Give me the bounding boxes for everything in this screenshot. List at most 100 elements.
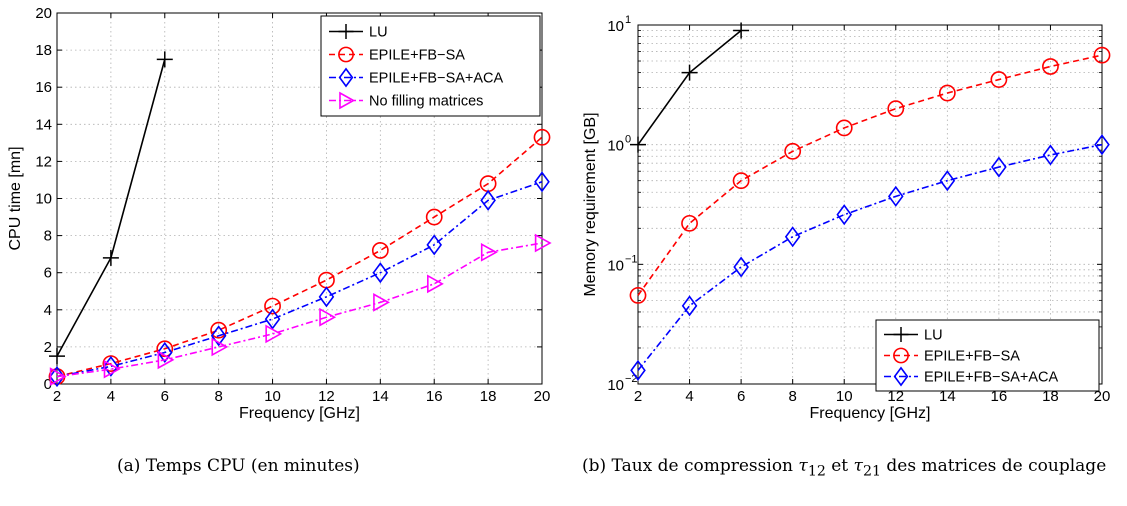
caption-b-tau-2: τ xyxy=(853,456,863,476)
y-axis-label: Memory requirement [GB] xyxy=(582,112,599,296)
data-point-2 xyxy=(49,366,65,388)
x-tick-label: 2 xyxy=(53,388,61,405)
data-point-2 xyxy=(318,286,335,308)
data-point-0 xyxy=(156,51,173,68)
x-axis-label: Frequency [GHz] xyxy=(810,405,931,422)
data-point-3 xyxy=(319,307,337,327)
x-tick-label: 6 xyxy=(737,388,745,405)
data-point-1 xyxy=(629,287,647,304)
data-point-0 xyxy=(102,249,119,266)
data-point-0 xyxy=(630,136,646,153)
x-tick-label: 14 xyxy=(939,388,956,405)
data-point-2 xyxy=(836,204,853,226)
data-point-3 xyxy=(373,293,390,312)
x-tick-label: 10 xyxy=(264,388,281,405)
data-point-2 xyxy=(887,185,904,207)
series-line-1 xyxy=(56,136,543,378)
x-tick-label: 20 xyxy=(1094,388,1111,405)
legend-marker-0 xyxy=(893,327,909,342)
x-tick-label: 10 xyxy=(836,388,853,405)
caption-a: (a) Temps CPU (en minutes) xyxy=(117,456,360,476)
legend-marker-2 xyxy=(893,366,909,387)
data-point-1 xyxy=(264,297,281,315)
series-line-1 xyxy=(637,54,1103,296)
x-tick-label: 16 xyxy=(991,388,1008,405)
data-point-2 xyxy=(156,341,173,364)
data-point-1 xyxy=(938,84,956,102)
y-tick-label: 4 xyxy=(44,302,52,319)
y-tick-label: 8 xyxy=(44,228,52,245)
data-point-3 xyxy=(49,367,67,386)
y-tick-label: 10 xyxy=(607,257,624,274)
legend-label-0: LU xyxy=(924,328,943,344)
series-layer xyxy=(629,22,1111,381)
legend-label-2: EPILE+FB−SA+ACA xyxy=(369,71,504,87)
y-tick-exponent: 1 xyxy=(625,14,631,26)
data-point-0 xyxy=(49,348,65,365)
axes-frame xyxy=(637,24,1103,385)
x-tick-label: 4 xyxy=(107,388,115,405)
legend-marker-2 xyxy=(338,67,354,88)
data-point-1 xyxy=(887,100,905,118)
x-axis-label: Frequency [GHz] xyxy=(239,405,360,422)
data-point-2 xyxy=(991,156,1007,178)
caption-b-suffix: des matrices de couplage xyxy=(880,456,1107,476)
y-tick-label: 10 xyxy=(35,191,52,208)
y-tick-label: 10 xyxy=(607,377,624,394)
data-point-1 xyxy=(533,128,551,146)
y-tick-label: 18 xyxy=(35,42,52,59)
legend-label-3: No filling matrices xyxy=(369,94,483,110)
y-tick-label: 10 xyxy=(607,18,624,35)
data-point-3 xyxy=(265,324,283,344)
caption-b-prefix: (b) Taux de compression xyxy=(582,456,799,476)
data-point-0 xyxy=(733,22,750,39)
data-point-1 xyxy=(732,172,750,190)
x-tick-label: 8 xyxy=(214,388,222,405)
y-tick-label: 6 xyxy=(44,265,52,282)
data-point-1 xyxy=(371,242,389,259)
legend-label-0: LU xyxy=(369,25,388,41)
legend: LU EPILE+FB−SA EPILE+FB−SA+ACA No filling m… xyxy=(320,15,541,117)
data-point-3 xyxy=(211,337,229,357)
x-tick-label: 6 xyxy=(161,388,169,405)
caption-b: (b) Taux de compression τ12 et τ21 des m… xyxy=(582,455,1122,482)
x-tick-label: 12 xyxy=(318,388,335,405)
data-point-2 xyxy=(534,171,550,193)
figure-canvas: 2 4 6 8 10 12 14 16 18 2002468101214161820Frequen… xyxy=(7,5,1111,422)
x-tick-label: 2 xyxy=(634,388,642,405)
data-point-2 xyxy=(784,226,801,248)
x-tick-label: 4 xyxy=(685,388,693,405)
legend-marker-3 xyxy=(339,91,356,110)
data-point-1 xyxy=(681,214,698,232)
data-point-2 xyxy=(480,189,496,211)
data-point-1 xyxy=(1042,58,1059,75)
y-tick-label: 0 xyxy=(44,376,52,393)
x-tick-label: 18 xyxy=(1042,388,1059,405)
y-tick-label: 10 xyxy=(607,138,624,155)
legend-box xyxy=(875,319,1100,392)
caption-b-sub-12: 12 xyxy=(807,463,826,480)
data-point-1 xyxy=(1093,46,1111,64)
y-tick-label: 20 xyxy=(35,5,52,22)
caption-b-sub-21: 21 xyxy=(862,463,881,480)
data-point-2 xyxy=(939,170,956,192)
data-point-3 xyxy=(103,359,121,379)
data-point-3 xyxy=(534,233,552,253)
x-tick-label: 14 xyxy=(372,388,389,405)
y-axis-label: CPU time [mn] xyxy=(7,146,24,250)
series-line-2 xyxy=(56,181,543,378)
x-tick-label: 12 xyxy=(887,388,904,405)
y-tick-exponent: 0 xyxy=(625,134,631,146)
x-tick-label: 16 xyxy=(426,388,443,405)
data-point-2 xyxy=(426,234,443,256)
y-tick-exponent: −1 xyxy=(625,253,638,265)
legend-marker-1 xyxy=(338,46,354,63)
data-point-1 xyxy=(835,119,853,137)
data-point-1 xyxy=(425,208,443,226)
series-line-3 xyxy=(56,242,543,378)
data-point-1 xyxy=(784,142,802,160)
data-point-2 xyxy=(264,308,281,330)
data-point-2 xyxy=(733,256,749,278)
legend-label-1: EPILE+FB−SA xyxy=(924,349,1020,365)
